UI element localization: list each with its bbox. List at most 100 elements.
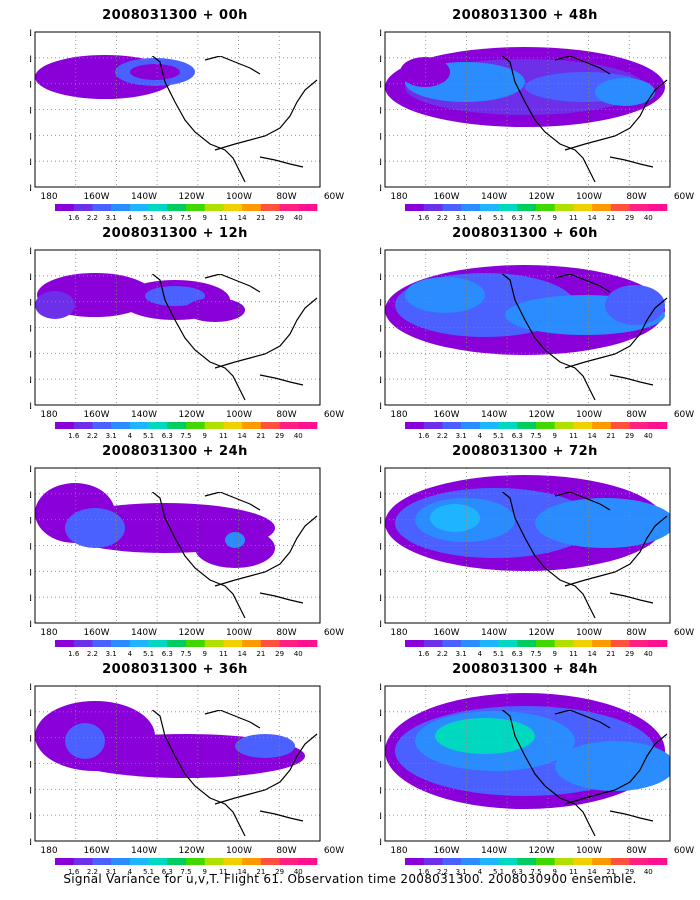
lon-tick-label: 100W <box>576 410 602 420</box>
colorbar-label: 2.2 <box>437 214 448 222</box>
lat-tick-label: 70N <box>380 683 382 693</box>
colorbar-label: 1.6 <box>68 868 80 876</box>
colorbar-swatch <box>223 422 243 429</box>
lat-tick-label: 50N <box>380 735 382 745</box>
lat-tick-label: 70N <box>380 465 382 475</box>
plot-area: 70N 60N 50N 40N 30N 20N 10N 180 160W 140W 120W 100W… <box>380 29 694 222</box>
colorbar-swatch <box>167 204 187 211</box>
lat-tick-label: 70N <box>30 683 32 693</box>
coastline <box>564 297 668 369</box>
coastline-group <box>501 274 668 401</box>
colorbar-label: 14 <box>238 214 247 222</box>
colorbar-swatch <box>629 422 649 429</box>
colorbar-label: 9 <box>202 868 206 876</box>
variance-contour <box>35 291 75 319</box>
colorbar-swatch <box>610 204 630 211</box>
panel-title: 2008031300 + 00h <box>102 8 248 23</box>
coastline <box>501 274 596 401</box>
colorbar-label: 1.6 <box>418 868 430 876</box>
lat-tick-label: 30N <box>30 132 32 142</box>
colorbar-label: 3.1 <box>106 432 117 440</box>
colorbar-swatch <box>461 422 481 429</box>
lon-tick-label: 60W <box>324 846 344 856</box>
coastline-group <box>151 56 318 183</box>
colorbar-label: 5.1 <box>493 214 504 222</box>
colorbar-swatch <box>648 858 668 865</box>
colorbar-label: 6.3 <box>512 214 523 222</box>
lon-tick-label: 80W <box>276 628 296 638</box>
lon-tick-label: 120W <box>528 846 554 856</box>
lat-tick-label: 30N <box>30 350 32 360</box>
lat-tick-label: 30N <box>380 786 382 796</box>
colorbar-label: 4 <box>478 868 483 876</box>
colorbar-label: 3.1 <box>456 214 467 222</box>
colorbar-label: 29 <box>625 650 634 658</box>
lon-tick-label: 140W <box>131 192 157 202</box>
lon-tick-label: 160W <box>83 846 109 856</box>
variance-contour <box>435 718 535 754</box>
colorbar-swatch <box>405 422 425 429</box>
lat-tick-label: 10N <box>380 838 382 848</box>
colorbar-swatch <box>592 422 612 429</box>
colorbar-swatch <box>610 422 630 429</box>
lat-tick-label: 50N <box>30 517 32 527</box>
colorbar-label: 11 <box>219 650 228 658</box>
colorbar-swatch <box>629 858 649 865</box>
map-plot: 70N 60N 50N 40N 30N 20N 10N 180 160W 140W 120W 100W… <box>30 683 344 876</box>
variance-contour <box>430 504 480 532</box>
colorbar-label: 6.3 <box>162 214 173 222</box>
colorbar-label: 7.5 <box>530 868 541 876</box>
colorbar-swatch <box>279 204 299 211</box>
colorbar-swatch <box>279 422 299 429</box>
colorbar-swatch <box>129 858 149 865</box>
colorbar-label: 9 <box>552 868 556 876</box>
colorbar-swatch <box>498 858 518 865</box>
colorbar-label: 6.3 <box>512 432 523 440</box>
lon-tick-label: 80W <box>276 846 296 856</box>
variance-contour <box>535 498 670 548</box>
lat-tick-label: 20N <box>380 594 382 604</box>
lon-tick-label: 80W <box>276 192 296 202</box>
colorbar-swatch <box>279 640 299 647</box>
colorbar-swatch <box>442 640 462 647</box>
colorbar-label: 6.3 <box>512 868 523 876</box>
colorbar-label: 5.1 <box>143 650 154 658</box>
lon-tick-label: 100W <box>226 846 252 856</box>
colorbar-label: 14 <box>588 214 597 222</box>
lat-tick-label: 50N <box>30 735 32 745</box>
colorbar-label: 2.2 <box>437 868 448 876</box>
variance-field <box>385 47 665 127</box>
colorbar-swatch <box>92 422 112 429</box>
lat-tick-label: 20N <box>30 376 32 386</box>
coastline <box>554 710 611 729</box>
colorbar-swatch <box>186 858 206 865</box>
colorbar-label: 29 <box>625 432 634 440</box>
lat-tick-label: 60N <box>380 709 382 719</box>
colorbar-swatch <box>148 640 168 647</box>
colorbar-label: 7.5 <box>530 650 541 658</box>
plot-frame <box>34 249 321 406</box>
map-plot: 70N 60N 50N 40N 30N 20N 10N 180 160W 140W 120W 100W… <box>30 247 344 440</box>
colorbar-label: 2.2 <box>87 868 98 876</box>
colorbar-swatch <box>242 640 262 647</box>
colorbar-swatch <box>423 204 443 211</box>
colorbar-swatch <box>148 422 168 429</box>
plot-background <box>35 250 320 405</box>
panel-title: 2008031300 + 24h <box>102 444 248 459</box>
colorbar-swatch <box>260 858 280 865</box>
lon-tick-label: 140W <box>131 628 157 638</box>
variance-field <box>385 265 665 355</box>
panel-title: 2008031300 + 84h <box>452 662 598 677</box>
coastline <box>204 274 261 293</box>
variance-contour <box>595 78 655 106</box>
lon-tick-label: 120W <box>528 628 554 638</box>
lat-tick-label: 10N <box>30 402 32 412</box>
lon-tick-label: 60W <box>674 628 694 638</box>
lon-tick-label: 140W <box>131 410 157 420</box>
colorbar-label: 3.1 <box>456 432 467 440</box>
lon-tick-label: 60W <box>324 410 344 420</box>
lon-tick-label: 180 <box>390 846 407 856</box>
coastline-group <box>501 710 668 837</box>
plot-frame <box>34 31 321 188</box>
lat-tick-label: 10N <box>30 620 32 630</box>
